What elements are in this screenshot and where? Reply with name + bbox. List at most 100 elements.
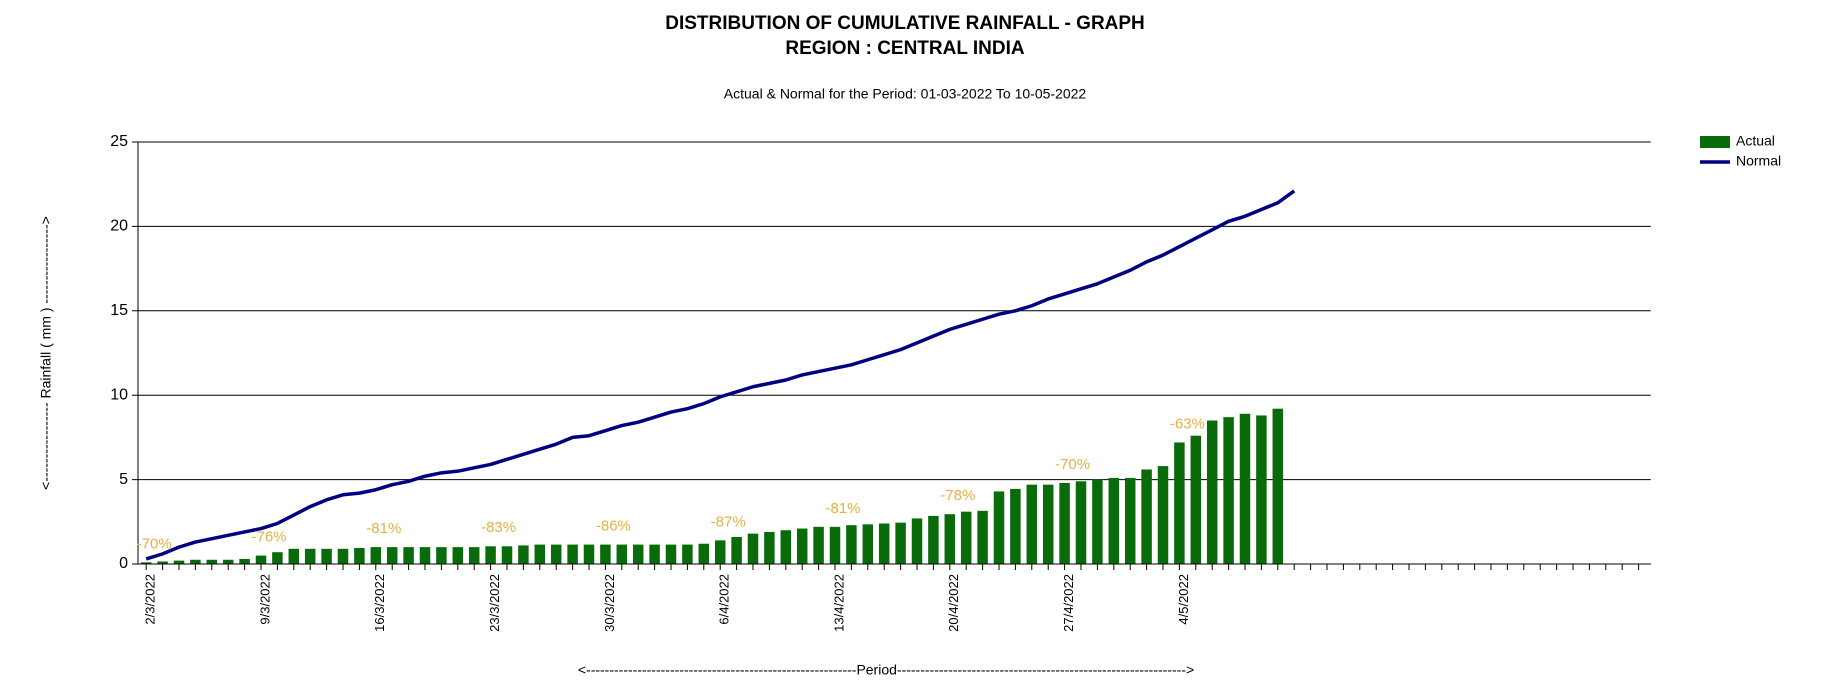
bar — [714, 540, 726, 564]
bar — [1256, 415, 1267, 564]
bar — [649, 544, 660, 564]
bar — [616, 544, 628, 564]
bar — [796, 528, 808, 564]
line — [145, 189, 1296, 561]
bar — [534, 544, 546, 564]
bar — [600, 544, 611, 564]
legend-label: Actual — [1736, 133, 1775, 149]
bar — [583, 544, 595, 564]
bar — [698, 543, 710, 564]
bar — [878, 523, 890, 564]
bar — [206, 559, 218, 564]
legend-swatch — [1700, 136, 1730, 148]
bar — [928, 515, 939, 564]
legend-label: Normal — [1736, 153, 1781, 169]
x-tick-label: 27/4/2022 — [1061, 574, 1076, 632]
bar — [567, 544, 578, 564]
bar — [764, 531, 775, 564]
bar — [1059, 482, 1070, 564]
bar — [222, 559, 234, 564]
bar — [1190, 435, 1202, 564]
bar — [895, 522, 906, 564]
annotation: -63% — [1170, 415, 1205, 432]
y-tick-label: 25 — [110, 133, 128, 150]
bar — [846, 525, 857, 564]
bar — [288, 548, 300, 564]
bar — [1124, 477, 1136, 564]
bar — [190, 559, 201, 564]
bar — [1223, 417, 1234, 564]
bar — [682, 544, 693, 564]
annotation: -83% — [481, 519, 516, 536]
bar — [354, 547, 365, 564]
x-tick-label: 23/3/2022 — [487, 574, 502, 632]
y-tick-label: 5 — [119, 471, 128, 488]
bar — [665, 544, 677, 564]
bar — [485, 546, 496, 564]
bar — [403, 547, 414, 564]
bar — [321, 548, 332, 564]
bar — [157, 561, 168, 564]
bar — [304, 548, 316, 564]
bar — [1092, 479, 1103, 564]
x-tick-label: 2/3/2022 — [143, 574, 158, 625]
bar — [747, 533, 759, 564]
y-axis-label: <----------------- Rainfall ( mm ) -----… — [38, 216, 54, 490]
y-tick-label: 0 — [119, 555, 128, 572]
y-tick-label: 20 — [110, 218, 128, 235]
annotation: -81% — [825, 500, 860, 517]
bar — [1206, 420, 1218, 564]
bar — [993, 491, 1005, 564]
bar — [731, 536, 742, 564]
y-tick-label: 10 — [110, 386, 128, 403]
bar — [944, 514, 956, 564]
bar — [173, 560, 185, 564]
bar — [977, 510, 988, 564]
annotation: -78% — [940, 487, 975, 504]
annotation: -70% — [1055, 456, 1090, 473]
bar — [1141, 469, 1152, 564]
bar — [255, 555, 267, 564]
bar — [452, 547, 464, 564]
bar — [140, 562, 152, 564]
bar — [501, 546, 513, 564]
bar — [468, 547, 480, 564]
bar — [1174, 442, 1185, 564]
bar — [239, 558, 250, 564]
x-tick-label: 13/4/2022 — [831, 574, 846, 632]
annotation: -81% — [366, 520, 401, 537]
x-axis-label: <---------------------------------------… — [578, 662, 1194, 678]
bar — [862, 524, 874, 564]
annotation: -70% — [137, 535, 172, 552]
bar — [780, 530, 792, 564]
bar — [813, 526, 824, 564]
bar — [960, 511, 972, 564]
bar — [419, 547, 431, 564]
x-tick-label: 4/5/2022 — [1176, 574, 1191, 625]
annotation: -87% — [711, 513, 746, 530]
annotation: -76% — [251, 529, 286, 546]
bar — [1026, 484, 1038, 564]
chart-subtitle: Actual & Normal for the Period: 01-03-20… — [724, 86, 1087, 102]
bar — [550, 544, 562, 564]
bar — [337, 548, 349, 564]
bar — [1108, 477, 1120, 564]
bar — [911, 518, 923, 564]
bar — [1157, 466, 1169, 564]
chart-region: REGION : CENTRAL INDIA — [785, 38, 1025, 59]
bar — [436, 547, 447, 564]
bar — [518, 545, 529, 564]
bar — [1075, 481, 1087, 564]
bar — [386, 547, 398, 564]
bar — [1042, 484, 1054, 564]
x-tick-label: 16/3/2022 — [372, 574, 387, 632]
bar — [272, 552, 283, 564]
x-tick-label: 20/4/2022 — [946, 574, 961, 632]
x-tick-label: 6/4/2022 — [717, 574, 732, 625]
bar — [1010, 488, 1021, 564]
bar — [632, 544, 644, 564]
x-tick-label: 9/3/2022 — [257, 574, 272, 625]
bar — [1272, 408, 1284, 564]
bar — [1239, 413, 1251, 564]
